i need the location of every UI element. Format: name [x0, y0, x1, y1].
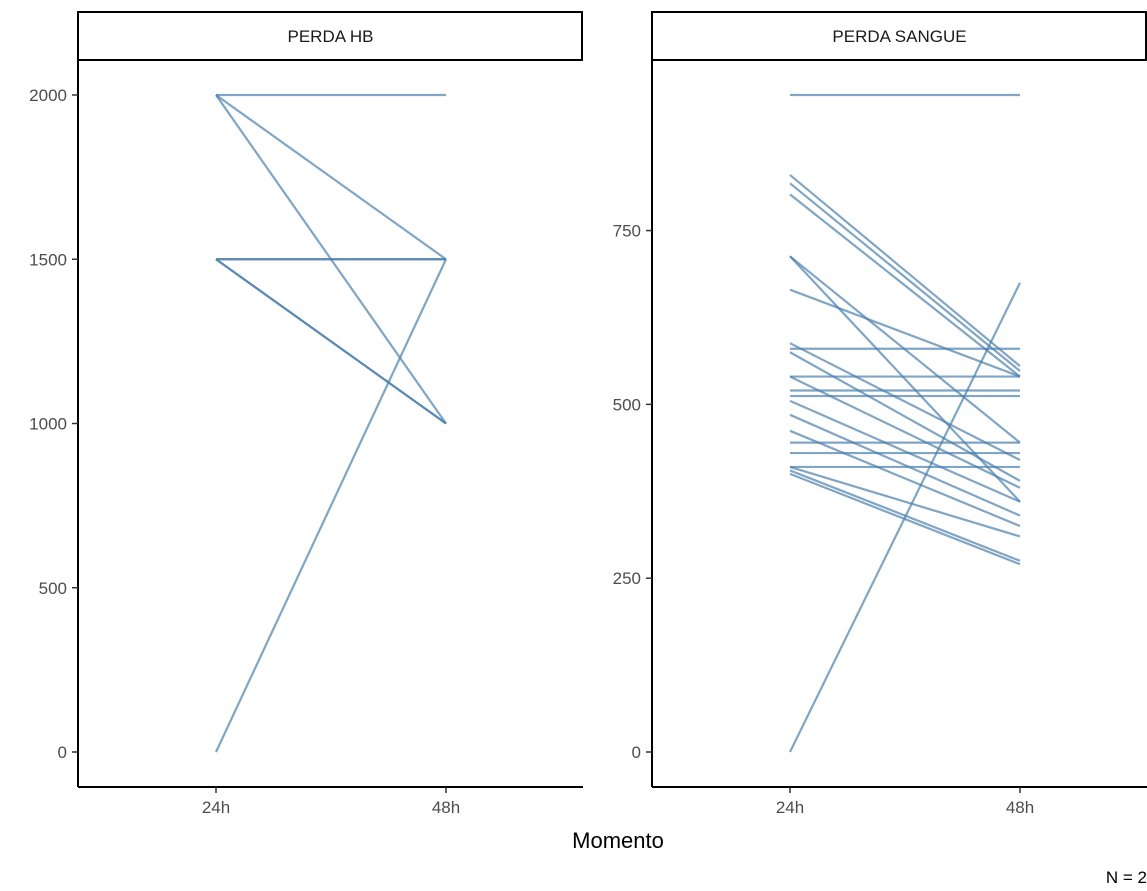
- caption: N = 2: [1106, 868, 1147, 887]
- panel-title: PERDA SANGUE: [832, 27, 966, 46]
- series-line-15: [789, 399, 1021, 503]
- series-line-10: [789, 351, 1021, 482]
- x-tick-label: 24h: [776, 798, 804, 817]
- series-line-8: [215, 258, 447, 753]
- panel-strip: [77, 11, 583, 61]
- x-tick-label: 48h: [1006, 798, 1034, 817]
- x-tick-label: 48h: [432, 798, 460, 817]
- y-tick-label: 0: [58, 743, 67, 762]
- y-tick-label: 500: [613, 395, 641, 414]
- series-line-7: [789, 288, 1021, 378]
- series-line-17: [789, 429, 1021, 528]
- panel-2: PERDA SANGUE 0 250 500 750 24h 48h: [613, 11, 1147, 817]
- y-tick-label: 0: [632, 743, 641, 762]
- x-tick-label: 24h: [202, 798, 230, 817]
- series-line-6: [789, 255, 1021, 503]
- series-line-16: [789, 413, 1021, 517]
- x-axis-title: Momento: [572, 828, 664, 853]
- y-tick-label: 1500: [29, 250, 67, 269]
- series-line-8: [789, 342, 1021, 461]
- y-tick-label: 1000: [29, 415, 67, 434]
- panel-strip: [651, 11, 1147, 61]
- series-line-2: [215, 94, 447, 261]
- series-line-2: [789, 174, 1021, 367]
- series-line-7: [215, 258, 447, 425]
- series-line-21: [789, 465, 1021, 538]
- series-line-3: [789, 182, 1021, 372]
- series-line-12: [789, 375, 1021, 489]
- y-tick-label: 500: [39, 579, 67, 598]
- series-line-24: [789, 282, 1021, 753]
- y-tick-label: 250: [613, 569, 641, 588]
- y-tick-label: 2000: [29, 86, 67, 105]
- y-tick-label: 750: [613, 222, 641, 241]
- series-line-4: [789, 193, 1021, 378]
- panel-1: PERDA HB 0 500 1000 1500 2000 24h 48h: [29, 11, 583, 817]
- panel-title: PERDA HB: [288, 27, 374, 46]
